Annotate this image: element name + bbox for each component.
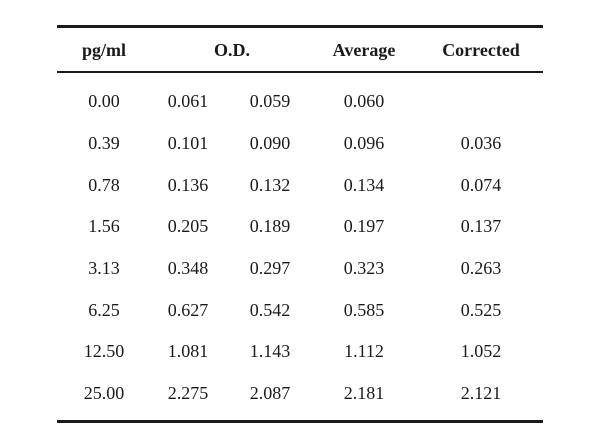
cell-corrected: 0.525	[460, 299, 502, 320]
table-body: 0.00 0.061 0.059 0.060 0.39 0.101 0.090 …	[57, 73, 543, 421]
table-row: 0.78 0.136 0.132 0.134 0.074	[57, 164, 543, 206]
cell-pgml: 0.00	[88, 91, 120, 112]
table-row: 1.56 0.205 0.189 0.197 0.137	[57, 206, 543, 248]
cell-od2: 0.189	[249, 216, 291, 237]
table-row: 0.00 0.061 0.059 0.060	[57, 81, 543, 123]
cell-od1: 1.081	[167, 341, 209, 362]
table-row: 25.00 2.275 2.087 2.181 2.121	[57, 372, 543, 414]
cell-od2: 0.090	[249, 133, 291, 154]
cell-average: 2.181	[343, 383, 385, 404]
cell-corrected: 1.052	[460, 341, 502, 362]
header-pgml: pg/ml	[81, 39, 127, 60]
cell-od1: 0.061	[167, 91, 209, 112]
cell-od1: 0.627	[167, 299, 209, 320]
table-top-rule	[57, 25, 543, 28]
cell-average: 0.096	[343, 133, 385, 154]
cell-corrected: 0.137	[460, 216, 502, 237]
cell-corrected: 0.036	[460, 133, 502, 154]
header-average: Average	[332, 39, 396, 60]
table-row: 12.50 1.081 1.143 1.112 1.052	[57, 331, 543, 373]
cell-od1: 2.275	[167, 383, 209, 404]
cell-pgml: 12.50	[83, 341, 125, 362]
cell-pgml: 1.56	[88, 216, 120, 237]
cell-corrected: 0.074	[460, 174, 502, 195]
standard-curve-table: pg/ml O.D. Average Corrected 0.00 0.061 …	[57, 25, 543, 423]
cell-od2: 0.059	[249, 91, 291, 112]
header-corrected: Corrected	[442, 39, 520, 60]
cell-od1: 0.348	[167, 258, 209, 279]
cell-od2: 1.143	[249, 341, 291, 362]
cell-average: 0.585	[343, 299, 385, 320]
cell-average: 0.134	[343, 174, 385, 195]
table-header-rule	[57, 71, 543, 73]
cell-od1: 0.205	[167, 216, 209, 237]
table-header-row: pg/ml O.D. Average Corrected	[57, 28, 543, 71]
cell-od2: 0.132	[249, 174, 291, 195]
header-od: O.D.	[214, 39, 250, 60]
cell-pgml: 6.25	[88, 299, 120, 320]
table-row: 6.25 0.627 0.542 0.585 0.525	[57, 289, 543, 331]
cell-od1: 0.101	[167, 133, 209, 154]
cell-od2: 0.297	[249, 258, 291, 279]
cell-od1: 0.136	[167, 174, 209, 195]
table-row: 3.13 0.348 0.297 0.323 0.263	[57, 247, 543, 289]
cell-average: 0.323	[343, 258, 385, 279]
cell-pgml: 0.78	[88, 174, 120, 195]
cell-average: 0.060	[343, 91, 385, 112]
cell-corrected: 2.121	[460, 383, 502, 404]
cell-average: 1.112	[344, 341, 384, 362]
cell-pgml: 25.00	[83, 383, 125, 404]
cell-pgml: 3.13	[88, 258, 120, 279]
cell-corrected: 0.263	[460, 258, 502, 279]
cell-od2: 0.542	[249, 299, 291, 320]
table-bottom-rule	[57, 420, 543, 423]
table-row: 0.39 0.101 0.090 0.096 0.036	[57, 122, 543, 164]
cell-pgml: 0.39	[88, 133, 120, 154]
cell-od2: 2.087	[249, 383, 291, 404]
cell-average: 0.197	[343, 216, 385, 237]
